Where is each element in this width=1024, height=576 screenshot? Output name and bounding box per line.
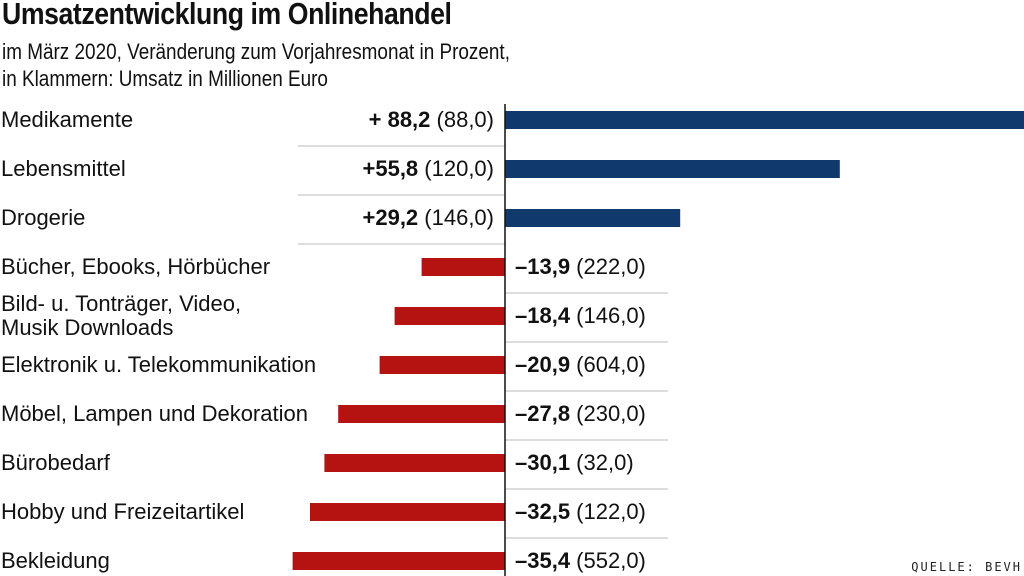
bar xyxy=(421,258,505,276)
bar xyxy=(505,209,681,227)
value-label: +29,2 (146,0) xyxy=(363,205,495,230)
category-label: Lebensmittel xyxy=(1,156,126,181)
category-label: Bekleidung xyxy=(1,548,110,573)
bar xyxy=(379,356,505,374)
chart-subtitle-line-1: im März 2020, Veränderung zum Vorjahresm… xyxy=(2,39,510,64)
category-label: Elektronik u. Telekommunikation xyxy=(1,352,316,377)
bar xyxy=(324,454,505,472)
value-label: +55,8 (120,0) xyxy=(363,156,495,181)
value-label: –32,5 (122,0) xyxy=(515,499,646,524)
value-label: –20,9 (604,0) xyxy=(515,352,646,377)
value-label: –13,9 (222,0) xyxy=(515,254,646,279)
category-label: Hobby und Freizeitartikel xyxy=(1,499,244,524)
chart-title: Umsatzentwicklung im Onlinehandel xyxy=(2,0,452,31)
category-label: Medikamente xyxy=(1,107,133,132)
source-note: QUELLE: BEVH xyxy=(911,560,1022,574)
category-label: Möbel, Lampen und Dekoration xyxy=(1,401,308,426)
value-label: –35,4 (552,0) xyxy=(515,548,646,573)
bar xyxy=(505,160,840,178)
bar xyxy=(505,111,1024,129)
bar xyxy=(394,307,505,325)
category-label: Bild- u. Tonträger, Video, Musik Download… xyxy=(1,291,241,340)
category-label: Bücher, Ebooks, Hörbücher xyxy=(1,254,270,279)
bar xyxy=(338,405,505,423)
value-label: –18,4 (146,0) xyxy=(515,303,646,328)
category-label: Drogerie xyxy=(1,205,85,230)
bar xyxy=(292,552,505,570)
value-label: + 88,2 (88,0) xyxy=(369,107,494,132)
category-label: Bürobedarf xyxy=(1,450,111,475)
value-label: –30,1 (32,0) xyxy=(515,450,634,475)
value-label: –27,8 (230,0) xyxy=(515,401,646,426)
chart-subtitle-line-2: in Klammern: Umsatz in Millionen Euro xyxy=(2,66,328,91)
bar xyxy=(310,503,505,521)
